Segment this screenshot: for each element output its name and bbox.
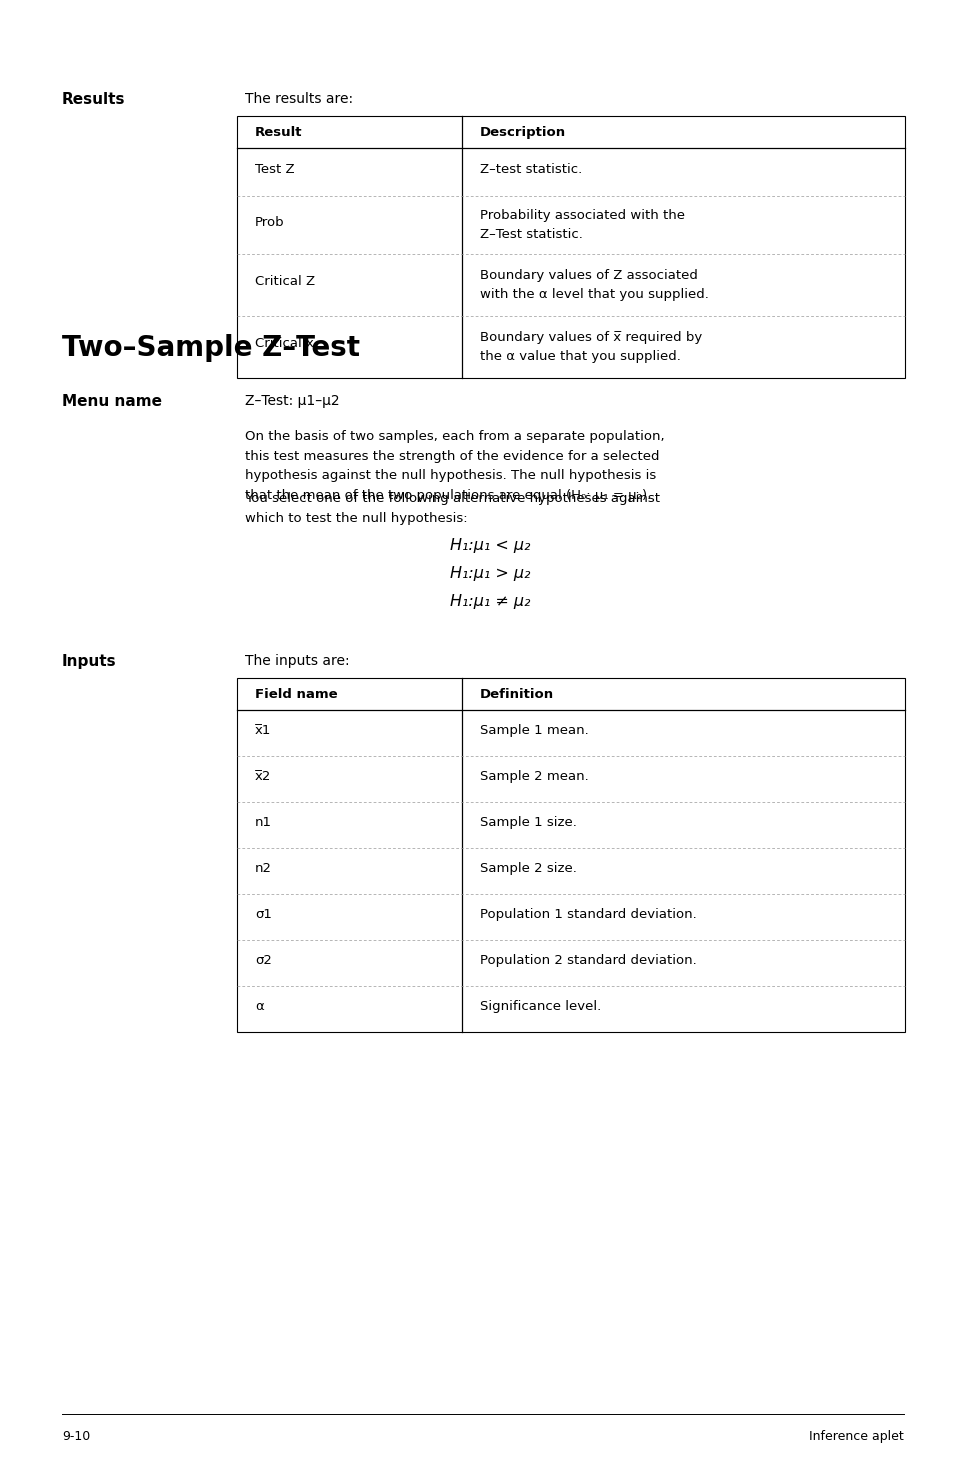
- Text: n1: n1: [254, 817, 272, 829]
- Text: Population 1 standard deviation.: Population 1 standard deviation.: [479, 908, 696, 921]
- Text: σ1: σ1: [254, 908, 272, 921]
- Text: Probability associated with the: Probability associated with the: [479, 209, 684, 221]
- Text: H₁:μ₁ ≠ μ₂: H₁:μ₁ ≠ μ₂: [450, 594, 530, 609]
- Text: H₁:μ₁ > μ₂: H₁:μ₁ > μ₂: [450, 567, 530, 581]
- Text: The results are:: The results are:: [245, 92, 353, 105]
- Text: Two–Sample Z–Test: Two–Sample Z–Test: [62, 334, 359, 362]
- Text: Sample 2 mean.: Sample 2 mean.: [479, 770, 588, 783]
- Text: 9-10: 9-10: [62, 1430, 91, 1444]
- Text: Menu name: Menu name: [62, 394, 162, 408]
- Text: Test Z: Test Z: [254, 163, 294, 176]
- Text: n2: n2: [254, 862, 272, 875]
- Text: x̅1: x̅1: [254, 725, 271, 738]
- Text: You select one of the following alternative hypotheses against: You select one of the following alternat…: [245, 492, 659, 505]
- Text: Prob: Prob: [254, 215, 284, 228]
- Text: Z–Test statistic.: Z–Test statistic.: [479, 228, 582, 242]
- Text: Sample 2 size.: Sample 2 size.: [479, 862, 577, 875]
- Text: Result: Result: [254, 126, 302, 139]
- Text: x̅2: x̅2: [254, 770, 271, 783]
- Text: that the mean of the two populations are equal (H₀: μ₁ = μ₂).: that the mean of the two populations are…: [245, 489, 651, 502]
- Text: Boundary values of Z associated: Boundary values of Z associated: [479, 269, 698, 281]
- Text: Results: Results: [62, 92, 126, 107]
- Text: Sample 1 mean.: Sample 1 mean.: [479, 725, 588, 738]
- Text: Critical x̅: Critical x̅: [254, 337, 314, 350]
- Text: α: α: [254, 1000, 263, 1013]
- Text: Critical Z: Critical Z: [254, 275, 314, 288]
- Text: σ2: σ2: [254, 955, 272, 968]
- Text: On the basis of two samples, each from a separate population,: On the basis of two samples, each from a…: [245, 430, 664, 444]
- Text: The inputs are:: The inputs are:: [245, 654, 349, 668]
- Text: Inference aplet: Inference aplet: [808, 1430, 903, 1444]
- Text: Population 2 standard deviation.: Population 2 standard deviation.: [479, 955, 696, 968]
- Text: Z–Test: μ1–μ2: Z–Test: μ1–μ2: [245, 394, 339, 408]
- Text: with the α level that you supplied.: with the α level that you supplied.: [479, 288, 708, 302]
- Text: the α value that you supplied.: the α value that you supplied.: [479, 350, 680, 363]
- Text: Description: Description: [479, 126, 565, 139]
- Text: Inputs: Inputs: [62, 654, 116, 669]
- Text: Boundary values of x̅ required by: Boundary values of x̅ required by: [479, 331, 701, 344]
- Bar: [236, 678, 904, 1032]
- Text: Z–test statistic.: Z–test statistic.: [479, 163, 581, 176]
- Text: H₁:μ₁ < μ₂: H₁:μ₁ < μ₂: [450, 537, 530, 553]
- Text: hypothesis against the null hypothesis. The null hypothesis is: hypothesis against the null hypothesis. …: [245, 468, 656, 482]
- Text: Sample 1 size.: Sample 1 size.: [479, 817, 577, 829]
- Text: Field name: Field name: [254, 688, 337, 700]
- Bar: [236, 116, 904, 378]
- Text: Significance level.: Significance level.: [479, 1000, 600, 1013]
- Text: which to test the null hypothesis:: which to test the null hypothesis:: [245, 511, 467, 524]
- Text: Definition: Definition: [479, 688, 554, 700]
- Text: this test measures the strength of the evidence for a selected: this test measures the strength of the e…: [245, 449, 659, 463]
